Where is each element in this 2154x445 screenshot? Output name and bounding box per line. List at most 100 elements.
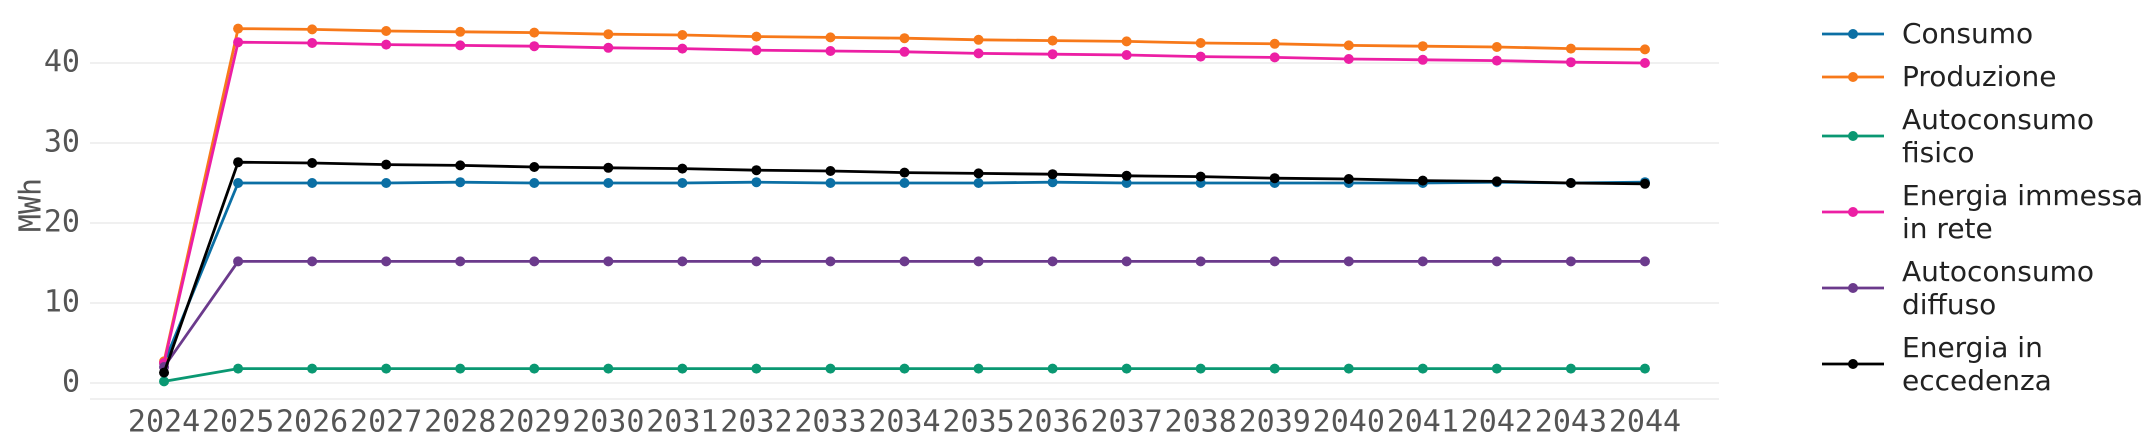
x-tick-label: 2030 [572, 405, 644, 440]
data-point [1121, 50, 1132, 60]
data-point [1195, 51, 1206, 62]
data-point [1195, 363, 1206, 374]
data-point [307, 24, 318, 35]
x-tick-label: 2024 [128, 405, 200, 440]
data-point [1639, 58, 1650, 68]
data-point [973, 34, 984, 45]
x-tick-label: 2039 [1239, 405, 1311, 440]
data-point [825, 178, 836, 188]
data-point [973, 168, 984, 179]
legend-label: Autoconsumo diffuso [1902, 255, 2095, 321]
data-point [973, 178, 984, 188]
x-tick-label: 2027 [350, 405, 422, 440]
y-tick-label: 30 [44, 125, 80, 160]
data-point [899, 46, 910, 57]
data-point [529, 178, 540, 188]
x-tick-label: 2037 [1091, 405, 1163, 440]
legend-label: Produzione [1902, 60, 2057, 93]
data-point [1269, 38, 1280, 49]
data-point [1639, 178, 1650, 189]
data-point [603, 256, 614, 267]
legend-marker [1848, 71, 1858, 82]
data-point [751, 177, 762, 188]
data-point [899, 256, 910, 267]
legend-item: Produzione [1818, 55, 2143, 98]
data-point [1047, 363, 1058, 374]
series-line [162, 40, 1645, 364]
data-point [603, 29, 614, 40]
data-point [307, 178, 318, 188]
y-tick-label: 0 [62, 365, 80, 400]
x-tick-label: 2032 [720, 405, 792, 440]
legend-swatch [1822, 283, 1884, 293]
data-point [455, 177, 466, 188]
data-point [1269, 52, 1280, 63]
data-point [603, 363, 614, 374]
y-tick-label: 10 [44, 285, 80, 320]
data-point [1121, 36, 1132, 47]
data-point [603, 162, 614, 173]
data-point [307, 363, 318, 374]
y-tick-label: 40 [44, 45, 80, 80]
series-line [162, 260, 1645, 368]
legend-item: Autoconsumo fisico [1818, 98, 2143, 174]
data-point [1343, 363, 1354, 374]
data-point [1343, 40, 1354, 51]
x-tick-label: 2026 [276, 405, 348, 440]
data-point [307, 256, 318, 267]
data-point [1491, 55, 1502, 66]
data-point [1269, 173, 1280, 184]
data-point [1195, 171, 1206, 182]
data-point [1269, 256, 1280, 267]
data-point [899, 363, 910, 374]
data-point [455, 256, 466, 267]
data-point [1565, 178, 1576, 188]
data-point [677, 43, 688, 54]
legend-label: Energia in eccedenza [1902, 331, 2052, 397]
data-point [1343, 174, 1354, 184]
data-point [1343, 54, 1354, 64]
data-point [1417, 256, 1428, 267]
data-point [1491, 176, 1502, 187]
x-tick-label: 2043 [1535, 405, 1607, 440]
legend-marker [1848, 28, 1858, 39]
data-point [973, 48, 984, 59]
data-point [1047, 169, 1058, 180]
data-point [381, 256, 392, 267]
data-point [1121, 178, 1132, 188]
data-point [973, 256, 984, 267]
data-point [825, 32, 836, 43]
data-point [381, 39, 392, 50]
data-point [677, 178, 688, 188]
data-point [1565, 57, 1576, 68]
legend-marker [1848, 131, 1858, 141]
data-point [1047, 49, 1058, 60]
data-point [899, 167, 910, 178]
data-point [1121, 256, 1132, 267]
data-point [751, 363, 762, 374]
data-point [825, 46, 836, 56]
legend-label: Autoconsumo fisico [1902, 103, 2095, 169]
data-point [529, 256, 540, 267]
data-point [529, 27, 540, 38]
legend-swatch [1822, 28, 1884, 39]
data-point [751, 256, 762, 267]
data-point [381, 26, 392, 36]
y-tick-label: 20 [44, 205, 80, 240]
data-point [1639, 256, 1650, 267]
series-line [162, 27, 1645, 362]
x-tick-label: 2036 [1016, 405, 1088, 440]
data-point [1047, 35, 1058, 46]
data-point [751, 31, 762, 42]
data-point [233, 157, 244, 168]
x-tick-label: 2044 [1609, 405, 1681, 440]
x-tick-label: 2031 [646, 405, 718, 440]
legend-item: Autoconsumo diffuso [1818, 250, 2143, 326]
data-point [529, 363, 540, 374]
legend-swatch [1822, 207, 1884, 217]
data-point [825, 256, 836, 267]
legend-label: Energia immessa in rete [1902, 179, 2144, 245]
legend-item: Consumo [1818, 12, 2143, 55]
x-tick-label: 2028 [424, 405, 496, 440]
